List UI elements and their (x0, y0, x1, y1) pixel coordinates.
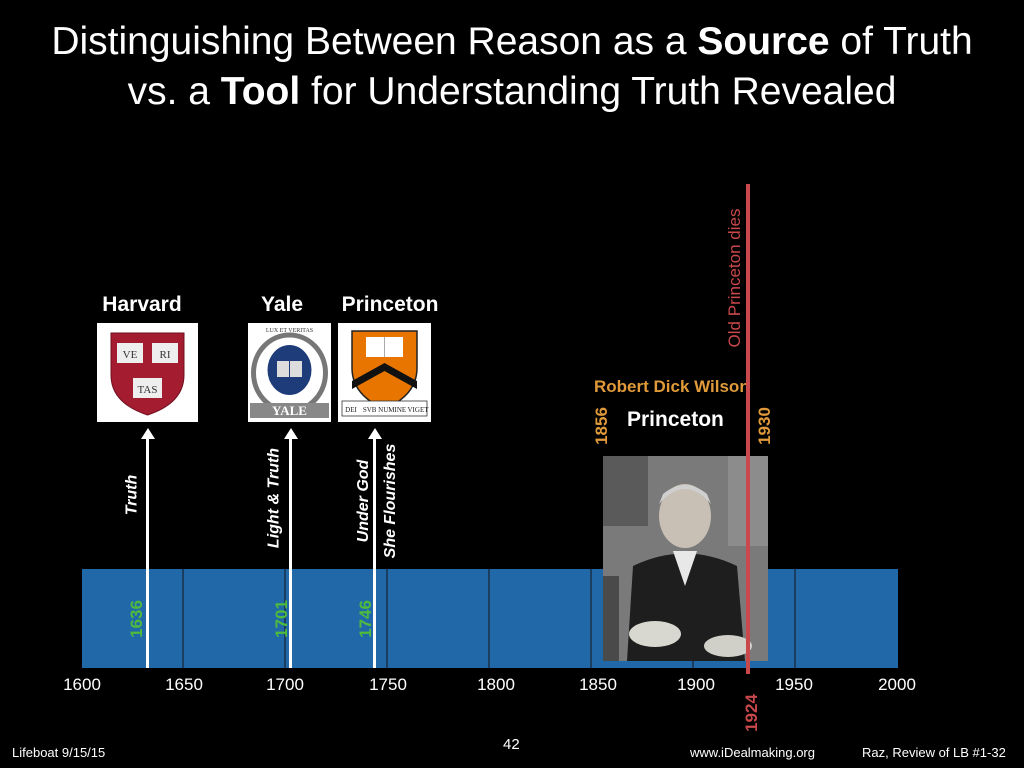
axis-tick-label: 1600 (63, 675, 101, 694)
person-birth-year: 1856 (592, 407, 611, 445)
timeline-band (82, 569, 898, 668)
person-name: Robert Dick Wilson (594, 377, 750, 396)
band-divider (284, 569, 286, 668)
crest-text: VIGET (408, 406, 430, 414)
title-text: Distinguishing Between Reason as a (51, 20, 698, 63)
yale-crest: LUX ET VERITAS YALE (248, 323, 331, 422)
arrow-head-icon (283, 428, 298, 439)
band-divider (182, 569, 184, 668)
title-bold-tool: Tool (220, 70, 301, 113)
footer-website: www.iDealmaking.org (690, 745, 815, 760)
old-princeton-death-line (746, 184, 750, 674)
crest-text: YALE (272, 403, 307, 418)
crest-text: LUX ET VERITAS (266, 328, 313, 334)
axis-tick-label: 1900 (677, 675, 715, 694)
title-text: vs. a (127, 70, 221, 113)
axis-tick-label: 1800 (477, 675, 515, 694)
band-divider (590, 569, 592, 668)
crest-text: VE (123, 349, 138, 361)
crest-text: RI (160, 349, 171, 361)
title-text: of Truth (829, 20, 973, 63)
yale-label: Yale (260, 293, 304, 316)
harvard-motto: Truth (123, 474, 141, 516)
axis-tick-label: 1950 (775, 675, 813, 694)
harvard-arrow (146, 438, 149, 668)
arrow-head-icon (367, 428, 382, 439)
princeton-motto: Under God She Flourishes (350, 444, 404, 559)
page-title-line-1: Distinguishing Between Reason as a Sourc… (0, 20, 1024, 64)
axis-tick-label: 1700 (266, 675, 304, 694)
axis-tick-label: 1750 (369, 675, 407, 694)
yale-arrow (289, 438, 292, 668)
harvard-crest: VE RI TAS (97, 323, 198, 422)
slide-number: 42 (503, 736, 520, 753)
crest-text: SVB NUMINE (363, 406, 406, 414)
footer-left: Lifeboat 9/15/15 (12, 745, 106, 760)
axis-tick-label: 2000 (878, 675, 916, 694)
harvard-year: 1636 (127, 600, 146, 638)
princeton-motto-line1: Under God (355, 459, 372, 543)
band-divider (488, 569, 490, 668)
person-death-year: 1930 (755, 407, 774, 445)
crest-text: TAS (138, 384, 158, 396)
princeton-label: Princeton (341, 293, 439, 316)
title-text: for Understanding Truth Revealed (300, 70, 897, 113)
axis-tick-label: 1650 (165, 675, 203, 694)
arrow-head-icon (140, 428, 155, 439)
portrait-photo (603, 456, 768, 661)
princeton-arrow (373, 438, 376, 668)
title-bold-source: Source (697, 20, 830, 63)
death-year-label: 1924 (742, 694, 761, 732)
page-title-line-2: vs. a Tool for Understanding Truth Revea… (0, 70, 1024, 114)
princeton-motto-line2: She Flourishes (382, 443, 399, 559)
band-divider (386, 569, 388, 668)
princeton-crest: DEI SVB NUMINE VIGET (338, 323, 431, 422)
crest-text: DEI (345, 406, 357, 414)
yale-motto: Light & Truth (265, 447, 283, 549)
footer-right: Raz, Review of LB #1-32 (862, 745, 1006, 760)
band-divider (794, 569, 796, 668)
old-princeton-dies-label: Old Princeton dies (725, 208, 744, 348)
harvard-label: Harvard (102, 293, 182, 316)
axis-tick-label: 1850 (579, 675, 617, 694)
person-school: Princeton (627, 408, 724, 431)
